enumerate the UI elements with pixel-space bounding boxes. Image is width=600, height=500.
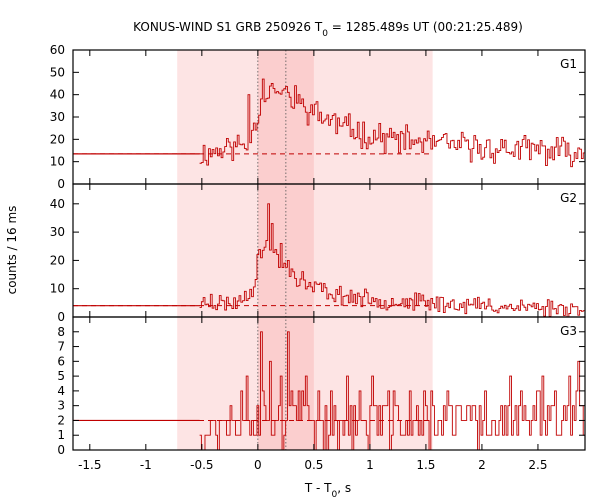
y-tick-label: 5 bbox=[57, 369, 65, 383]
y-tick-label: 40 bbox=[50, 88, 65, 102]
panel-label: G2 bbox=[560, 191, 577, 205]
x-tick-label: 2.5 bbox=[528, 458, 547, 472]
y-tick-label: 10 bbox=[50, 282, 65, 296]
y-tick-label: 0 bbox=[57, 310, 65, 324]
y-tick-label: 20 bbox=[50, 132, 65, 146]
light-curve-series bbox=[199, 203, 585, 318]
y-tick-label: 6 bbox=[57, 354, 65, 368]
x-tick-label: -1 bbox=[140, 458, 152, 472]
y-tick-label: 4 bbox=[57, 384, 65, 398]
y-tick-label: 0 bbox=[57, 177, 65, 191]
light-curve-series bbox=[199, 78, 585, 168]
y-tick-label: 50 bbox=[50, 65, 65, 79]
light-curve-series bbox=[199, 331, 585, 451]
x-tick-label: 2 bbox=[478, 458, 486, 472]
x-tick-label: 1.5 bbox=[416, 458, 435, 472]
y-axis-label: counts / 16 ms bbox=[5, 206, 19, 295]
y-tick-label: 8 bbox=[57, 325, 65, 339]
chart-title: KONUS-WIND S1 GRB 250926 T0 = 1285.489s … bbox=[133, 20, 523, 39]
panel-label: G1 bbox=[560, 57, 577, 71]
y-tick-label: 10 bbox=[50, 155, 65, 169]
y-tick-label: 0 bbox=[57, 443, 65, 457]
y-tick-label: 60 bbox=[50, 43, 65, 57]
y-tick-label: 20 bbox=[50, 253, 65, 267]
y-tick-label: 40 bbox=[50, 197, 65, 211]
x-tick-label: 1 bbox=[366, 458, 374, 472]
panel-label: G3 bbox=[560, 324, 577, 338]
x-tick-label: -1.5 bbox=[78, 458, 101, 472]
y-tick-label: 30 bbox=[50, 225, 65, 239]
x-axis-label: T - T0, s bbox=[304, 481, 351, 500]
y-tick-label: 7 bbox=[57, 340, 65, 354]
x-tick-label: 0 bbox=[254, 458, 262, 472]
y-tick-label: 1 bbox=[57, 428, 65, 442]
panel-frame bbox=[72, 316, 586, 451]
y-tick-label: 2 bbox=[57, 413, 65, 427]
x-tick-label: 0.5 bbox=[304, 458, 323, 472]
y-tick-label: 30 bbox=[50, 110, 65, 124]
x-tick-label: -0.5 bbox=[190, 458, 213, 472]
y-tick-label: 3 bbox=[57, 399, 65, 413]
